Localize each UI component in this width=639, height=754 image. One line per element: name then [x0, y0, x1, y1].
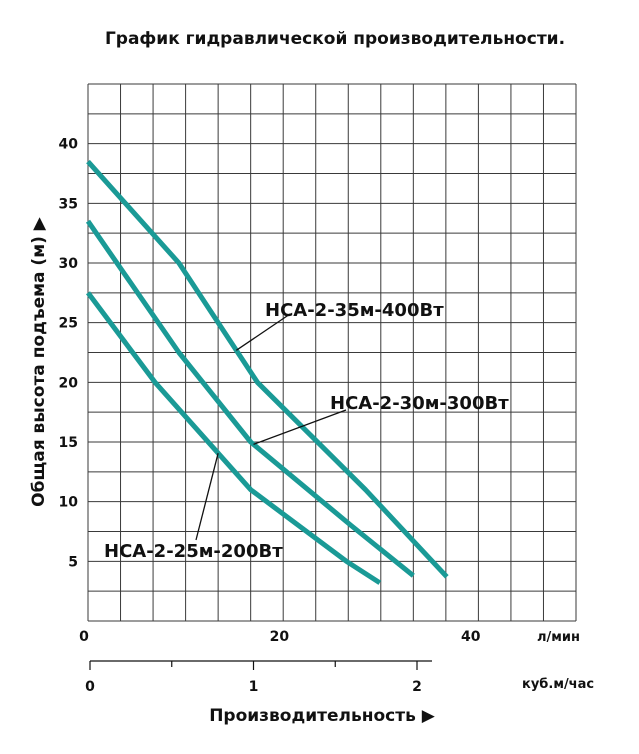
y-tick-label: 25	[59, 316, 78, 332]
y-axis-label: Общая высота подъема (м) ▶	[29, 216, 49, 507]
y-tick-label: 40	[59, 137, 79, 153]
series-group	[85, 159, 449, 585]
series-line-1	[86, 159, 449, 579]
annotation-leader-3	[195, 453, 219, 541]
series-line-3	[85, 291, 382, 585]
y-tick-label: 20	[59, 375, 79, 391]
y-tick-label: 10	[59, 495, 79, 511]
x-tick-label-primary: 0	[79, 629, 89, 645]
x-tick-label-primary: 40	[461, 629, 481, 645]
chart-title: График гидравлической производительности…	[105, 29, 565, 49]
series-label-1: НСА-2-35м-400Вт	[265, 300, 444, 321]
x-tick-label-secondary: 1	[249, 679, 259, 695]
grid	[87, 83, 577, 622]
series-label-2: НСА-2-30м-300Вт	[330, 393, 509, 414]
series-line-2	[85, 219, 415, 578]
x-axis-label: Производительность ▶	[209, 706, 436, 726]
y-tick-label: 15	[59, 435, 78, 451]
x-tick-label-secondary: 2	[412, 679, 422, 695]
x-tick-label-primary: 20	[270, 629, 290, 645]
y-tick-label: 35	[59, 196, 78, 212]
annotation-leader-1	[235, 313, 291, 351]
axes: 5 10 15 20 25 30 35 40 0 20 40 л/мин 0 1 2 куб.м/час	[59, 137, 595, 695]
x-tick-label-secondary: 0	[85, 679, 95, 695]
x-unit-secondary: куб.м/час	[522, 677, 594, 692]
annotation-group: НСА-2-35м-400Вт НСА-2-30м-300Вт НСА-2-25м-…	[104, 300, 509, 562]
series-label-3: НСА-2-25м-200Вт	[104, 541, 283, 562]
y-tick-label: 5	[68, 554, 78, 570]
annotation-leader-2	[253, 409, 347, 445]
x-unit-primary: л/мин	[537, 630, 580, 645]
y-tick-label: 30	[59, 256, 79, 272]
